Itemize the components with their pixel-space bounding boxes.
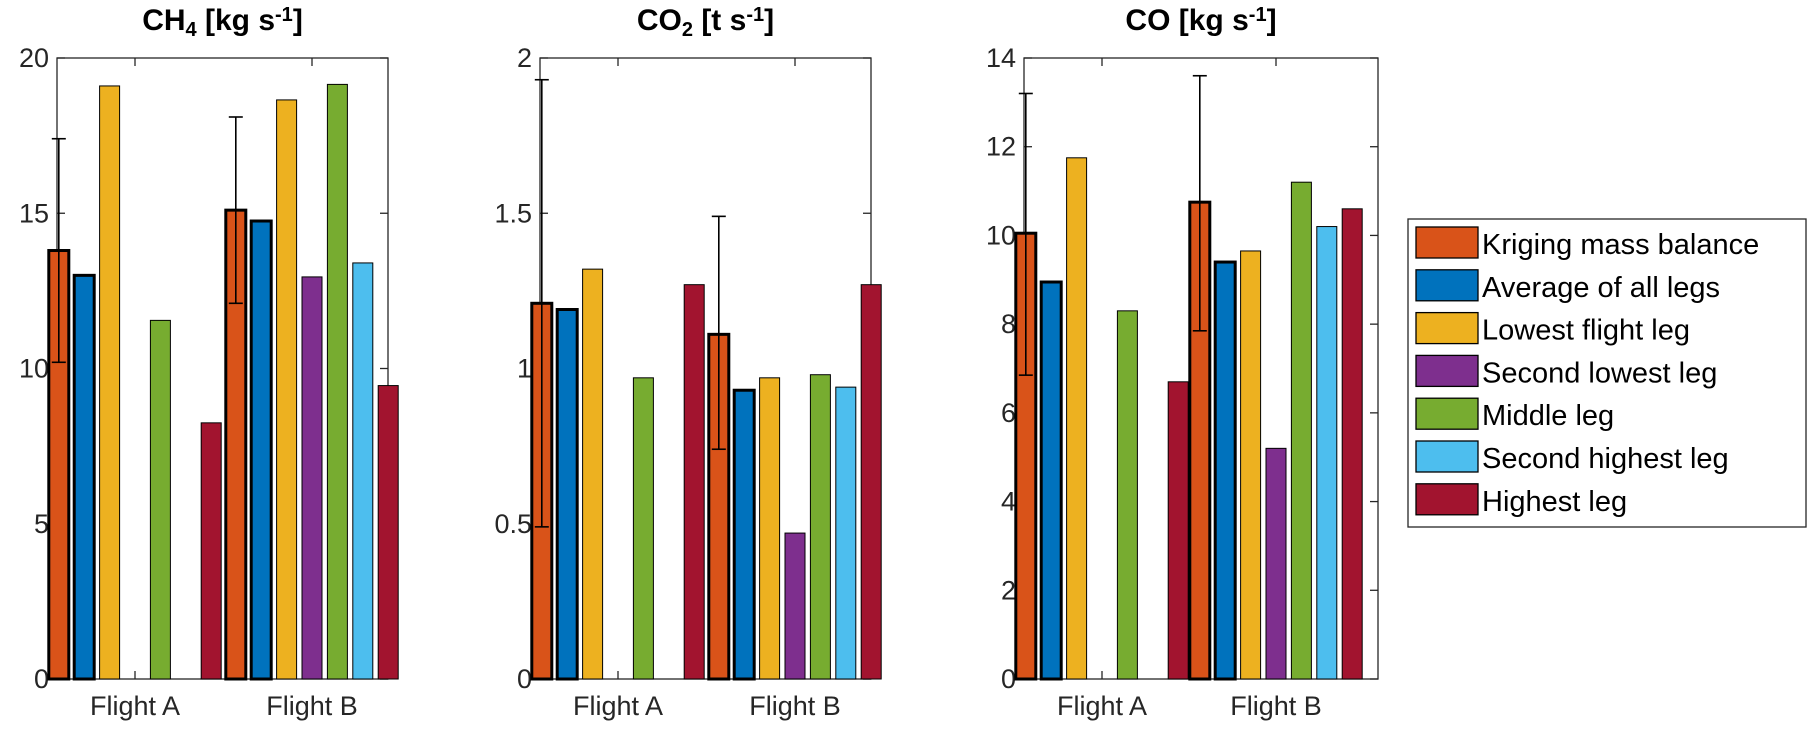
- chart-title-sup: -1: [275, 4, 293, 26]
- x-category-label: Flight B: [1230, 691, 1322, 721]
- legend-label: Lowest flight leg: [1482, 315, 1690, 347]
- bar-middle-leg: [149, 319, 171, 680]
- y-tick-label: 0: [1001, 664, 1016, 694]
- legend-swatch: [1415, 269, 1479, 302]
- chart-title-main: CO: [637, 4, 682, 37]
- x-category-label: Flight A: [90, 691, 180, 721]
- bar-second-lowest-leg: [784, 532, 806, 680]
- y-tick-label: 2: [517, 43, 532, 73]
- chart-panel-3: 0 2 4 6 8 10 12 14 Flight A Flight B CO [kg s-1]: [986, 4, 1379, 721]
- bar-second-highest-leg: [352, 262, 374, 680]
- legend: Kriging mass balance Average of all legs L…: [1407, 218, 1807, 528]
- chart-title-sup: -1: [746, 4, 764, 26]
- legend-label: Kriging mass balance: [1482, 229, 1759, 261]
- chart-title-sup: -1: [1249, 4, 1267, 26]
- bar-second-highest-leg: [1316, 226, 1338, 680]
- bar-lowest-flight-leg: [1240, 250, 1262, 680]
- y-tick-label: 12: [986, 132, 1016, 162]
- y-tick-label: 1: [517, 354, 532, 384]
- y-tick-label: 2: [1001, 575, 1016, 605]
- legend-swatch: [1415, 311, 1479, 345]
- x-category-label: Flight B: [266, 691, 358, 721]
- chart-title-main: CH: [142, 4, 185, 37]
- chart-title-main: CO: [1125, 4, 1170, 37]
- chart-title: CO2 [t s-1]: [637, 4, 774, 41]
- y-tick-label: 1.5: [494, 198, 532, 228]
- bar-average-of-all-legs: [1039, 280, 1063, 681]
- chart-title-rest: [kg s: [1170, 4, 1248, 37]
- chart-title-end: ]: [764, 4, 774, 37]
- bar-middle-leg: [809, 374, 831, 680]
- y-tick-label: 10: [19, 354, 49, 384]
- y-tick-label: 10: [986, 220, 1016, 250]
- legend-label: Middle leg: [1482, 400, 1614, 432]
- bar-middle-leg: [1290, 181, 1312, 680]
- y-tick-label: 0: [517, 664, 532, 694]
- y-tick-label: 14: [986, 43, 1016, 73]
- legend-swatch: [1415, 483, 1479, 516]
- bar-lowest-flight-leg: [582, 268, 604, 680]
- y-tick-label: 15: [19, 198, 49, 228]
- legend-label: Second lowest leg: [1482, 357, 1717, 389]
- bar-second-lowest-leg: [301, 276, 323, 680]
- y-tick-label: 5: [34, 509, 49, 539]
- legend-swatch: [1415, 226, 1479, 259]
- bar-middle-leg: [632, 377, 654, 680]
- legend-label: Highest leg: [1482, 486, 1627, 518]
- bar-average-of-all-legs: [732, 388, 756, 681]
- legend-swatch: [1415, 397, 1479, 430]
- bar-average-of-all-legs: [249, 219, 273, 681]
- chart-panel-1: 0 5 10 15 20 Flight A Flight B CH4 [kg s-1]: [19, 4, 399, 721]
- legend-swatch: [1415, 440, 1479, 473]
- bar-highest-leg: [1341, 208, 1363, 680]
- x-category-label: Flight B: [749, 691, 841, 721]
- chart-title-rest: [t s: [693, 4, 746, 37]
- y-tick-label: 0: [34, 664, 49, 694]
- legend-label: Average of all legs: [1482, 272, 1720, 304]
- legend-swatch: [1415, 354, 1479, 388]
- bar-average-of-all-legs: [555, 308, 579, 681]
- bar-middle-leg: [1116, 310, 1138, 680]
- y-tick-label: 6: [1001, 398, 1016, 428]
- bar-middle-leg: [326, 83, 348, 680]
- chart-title-end: ]: [293, 4, 303, 37]
- bar-highest-leg: [860, 284, 882, 680]
- chart-title: CO [kg s-1]: [1125, 4, 1276, 37]
- chart-title-sub: 2: [682, 19, 693, 41]
- x-category-label: Flight A: [573, 691, 663, 721]
- bar-lowest-flight-leg: [99, 85, 121, 680]
- bar-lowest-flight-leg: [1066, 157, 1088, 680]
- legend-label: Second highest leg: [1482, 443, 1729, 475]
- bar-highest-leg: [377, 385, 399, 680]
- bar-highest-leg: [1167, 381, 1189, 680]
- bar-second-lowest-leg: [1265, 447, 1287, 680]
- chart-title-sub: 4: [186, 19, 198, 41]
- chart-title: CH4 [kg s-1]: [142, 4, 303, 41]
- chart-title-end: ]: [1267, 4, 1277, 37]
- bar-average-of-all-legs: [72, 273, 96, 681]
- y-tick-label: 4: [1001, 487, 1016, 517]
- y-tick-label: 8: [1001, 309, 1016, 339]
- bar-highest-leg: [200, 422, 222, 680]
- bar-highest-leg: [683, 284, 705, 680]
- bar-lowest-flight-leg: [276, 99, 298, 680]
- y-tick-label: 0.5: [494, 509, 532, 539]
- y-tick-label: 20: [19, 43, 49, 73]
- bar-average-of-all-legs: [1213, 260, 1237, 681]
- bar-lowest-flight-leg: [759, 377, 781, 680]
- chart-title-rest: [kg s: [197, 4, 275, 37]
- bar-second-highest-leg: [835, 386, 857, 680]
- x-category-label: Flight A: [1057, 691, 1147, 721]
